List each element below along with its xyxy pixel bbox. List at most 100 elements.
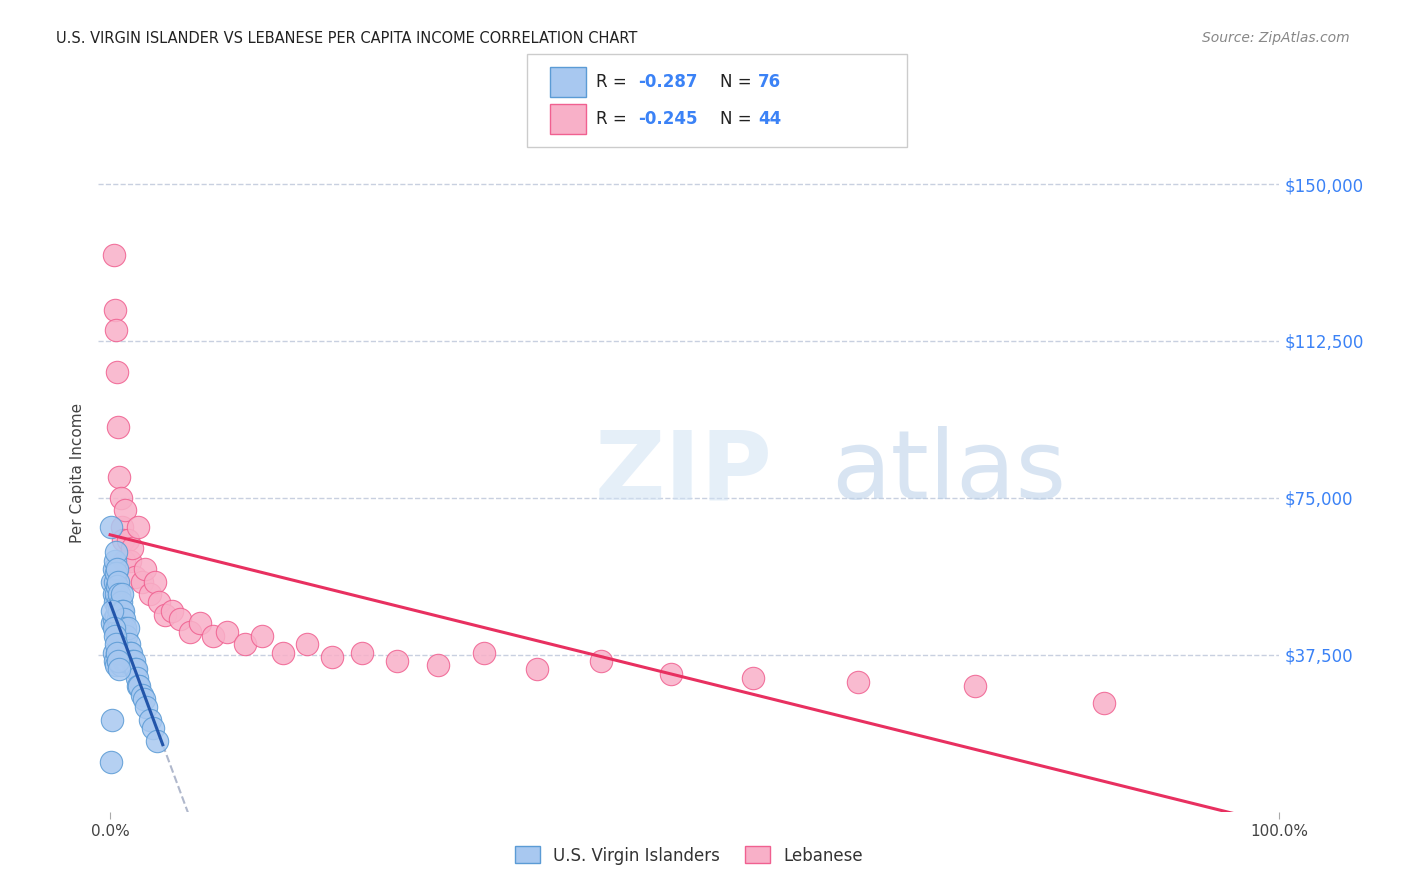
Legend: U.S. Virgin Islanders, Lebanese: U.S. Virgin Islanders, Lebanese [508,839,870,871]
Point [103,562,125,576]
Point [233,637,256,651]
Text: -0.245: -0.245 [638,110,697,128]
Point [591,654,613,668]
Point [114,503,136,517]
Point [108,621,131,635]
Text: N =: N = [720,110,756,128]
Point [115,654,138,668]
Point [107,654,129,668]
Y-axis label: Per Capita Income: Per Capita Income [70,402,86,543]
Text: R =: R = [596,73,633,91]
Point [105,621,128,635]
Text: 44: 44 [758,110,782,128]
Point [105,646,128,660]
Point [135,700,157,714]
Point [385,654,408,668]
Text: Source: ZipAtlas.com: Source: ZipAtlas.com [1202,31,1350,45]
Point [104,637,127,651]
Point [111,533,134,547]
Point [125,671,148,685]
Point [132,691,155,706]
Point [112,554,135,568]
Point [104,302,127,317]
Point [104,545,127,559]
Point [101,604,124,618]
Point [111,621,134,635]
Point [103,646,125,660]
Text: R =: R = [596,110,633,128]
Point [112,654,135,668]
Point [127,679,149,693]
Point [321,649,343,664]
Point [160,604,183,618]
Point [188,616,211,631]
Point [104,554,127,568]
Point [127,520,149,534]
Point [111,587,134,601]
Point [121,654,143,668]
Point [107,654,129,668]
Point [104,629,127,643]
Point [139,713,162,727]
Point [131,574,153,589]
Point [120,646,142,660]
Point [125,662,148,676]
Point [105,365,128,379]
Point [128,679,150,693]
Point [104,624,127,639]
Point [143,574,166,589]
Point [105,646,128,660]
Point [101,574,124,589]
Point [114,621,136,635]
Point [110,491,132,505]
Point [110,595,132,609]
Point [108,662,131,676]
Point [111,604,134,618]
Point [142,721,165,735]
Point [179,624,201,639]
Point [108,470,131,484]
Point [215,624,238,639]
Text: U.S. VIRGIN ISLANDER VS LEBANESE PER CAPITA INCOME CORRELATION CHART: U.S. VIRGIN ISLANDER VS LEBANESE PER CAP… [56,31,637,46]
Point [121,541,143,555]
Point [104,574,127,589]
Point [426,658,449,673]
Point [110,629,132,643]
Point [100,755,122,769]
Point [111,646,134,660]
Point [108,646,131,660]
Point [103,248,125,262]
Point [114,646,136,660]
Point [103,587,125,601]
Point [661,666,683,681]
Point [111,604,134,618]
Point [118,554,141,568]
Point [118,646,141,660]
Point [107,419,129,434]
Point [124,570,146,584]
Point [131,688,153,702]
Point [111,629,134,643]
Text: 76: 76 [758,73,780,91]
Point [110,612,132,626]
Point [202,629,225,643]
Point [250,629,273,643]
Point [104,323,127,337]
Point [965,679,987,693]
Text: ZIP: ZIP [595,426,772,519]
Point [105,599,128,614]
Point [146,733,169,747]
Point [112,612,135,626]
Point [350,646,373,660]
Point [118,637,141,651]
Point [148,595,170,609]
Point [115,629,138,643]
Point [103,621,125,635]
Point [107,629,129,643]
Point [103,612,125,626]
Point [153,608,176,623]
Point [271,646,294,660]
Point [742,671,765,685]
Text: atlas: atlas [831,426,1066,519]
Point [472,646,495,660]
